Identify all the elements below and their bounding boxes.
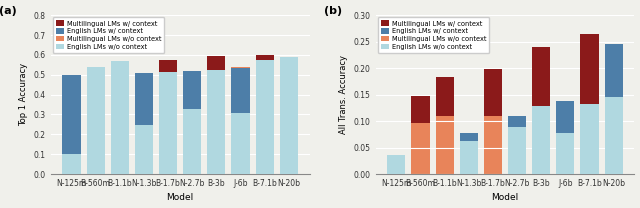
Bar bbox=[580, 34, 598, 104]
Bar bbox=[387, 156, 405, 174]
Bar bbox=[580, 104, 598, 174]
Bar bbox=[63, 75, 81, 174]
X-axis label: Model: Model bbox=[492, 193, 518, 202]
Bar bbox=[111, 63, 129, 174]
Bar bbox=[232, 68, 250, 113]
Bar bbox=[508, 128, 526, 174]
Bar bbox=[111, 63, 129, 87]
Bar bbox=[556, 101, 574, 174]
Bar bbox=[183, 71, 201, 109]
Bar bbox=[159, 60, 177, 174]
Bar bbox=[460, 133, 478, 141]
Text: (a): (a) bbox=[0, 6, 17, 16]
Bar bbox=[436, 77, 454, 174]
Bar bbox=[159, 60, 177, 83]
Bar bbox=[532, 106, 550, 174]
Bar bbox=[183, 71, 201, 109]
Bar bbox=[86, 67, 105, 174]
Bar bbox=[508, 116, 526, 174]
Bar bbox=[135, 73, 153, 174]
Bar bbox=[532, 47, 550, 106]
Bar bbox=[508, 116, 526, 128]
Bar bbox=[183, 71, 201, 174]
Bar bbox=[460, 133, 478, 174]
Bar bbox=[86, 67, 105, 95]
Legend: Multilingual LMs w/ context, English LMs w/ context, Multilingual LMs w/o contex: Multilingual LMs w/ context, English LMs… bbox=[378, 17, 490, 53]
Bar bbox=[280, 57, 298, 174]
Bar bbox=[484, 69, 502, 174]
Bar bbox=[280, 57, 298, 67]
Bar bbox=[255, 60, 274, 174]
Y-axis label: All Trans. Accuracy: All Trans. Accuracy bbox=[339, 55, 348, 134]
Bar bbox=[436, 77, 454, 116]
Bar bbox=[135, 73, 153, 125]
Bar bbox=[63, 75, 81, 174]
Bar bbox=[484, 69, 502, 116]
Bar bbox=[580, 34, 598, 174]
Bar bbox=[86, 67, 105, 174]
Bar bbox=[556, 101, 574, 133]
Bar bbox=[135, 73, 153, 174]
Bar bbox=[412, 96, 429, 123]
Bar bbox=[532, 47, 550, 174]
Bar bbox=[255, 55, 274, 174]
Bar bbox=[207, 56, 225, 174]
X-axis label: Model: Model bbox=[166, 193, 194, 202]
Bar bbox=[605, 44, 623, 97]
Text: (b): (b) bbox=[324, 6, 342, 16]
Bar bbox=[63, 75, 81, 154]
Bar bbox=[605, 44, 623, 174]
Bar bbox=[111, 61, 129, 174]
Bar bbox=[159, 72, 177, 174]
Bar bbox=[387, 156, 405, 174]
Bar bbox=[556, 101, 574, 174]
Bar bbox=[280, 57, 298, 174]
Bar bbox=[183, 71, 201, 174]
Bar bbox=[232, 67, 250, 174]
Bar bbox=[412, 96, 429, 174]
Bar bbox=[232, 68, 250, 174]
Legend: Multilingual LMs w/ context, English LMs w/ context, Multilingual LMs w/o contex: Multilingual LMs w/ context, English LMs… bbox=[52, 17, 164, 53]
Bar bbox=[255, 55, 274, 61]
Bar bbox=[207, 70, 225, 174]
Bar bbox=[207, 56, 225, 71]
Y-axis label: Top 1 Accuracy: Top 1 Accuracy bbox=[19, 63, 28, 126]
Bar bbox=[460, 140, 478, 174]
Bar bbox=[605, 97, 623, 174]
